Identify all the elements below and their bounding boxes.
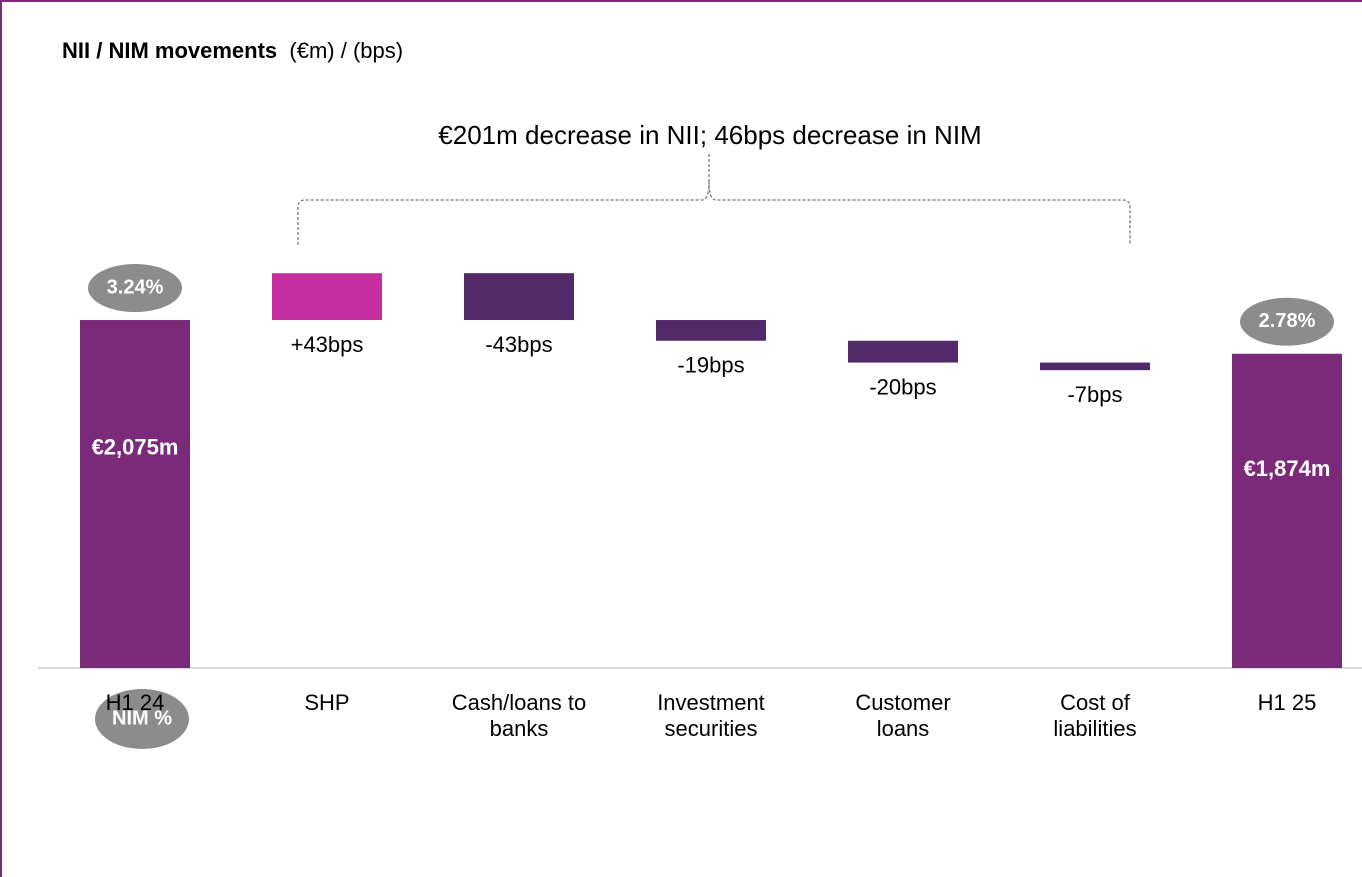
x-tick-label: H1 25 — [1257, 690, 1317, 715]
value-label: €2,075m — [92, 435, 179, 460]
nim-label: 2.78% — [1259, 310, 1316, 332]
value-label: -19bps — [677, 353, 744, 378]
movement-bar — [656, 320, 766, 341]
title-units: (€m) / (bps) — [289, 38, 404, 63]
nim-badge — [1240, 297, 1334, 346]
total-bar — [80, 320, 190, 668]
value-label: +43bps — [291, 332, 364, 357]
x-tick-label: SHP — [304, 690, 350, 715]
legend-label: NIM % — [112, 707, 172, 729]
value-label: -20bps — [869, 374, 936, 399]
movement-bar — [464, 273, 574, 321]
bracket — [297, 152, 1131, 245]
x-tick-label: Cash/loans to banks — [451, 690, 587, 741]
x-tick-label: H1 24 — [105, 690, 165, 715]
x-tick-label: Investment securities — [657, 690, 765, 741]
value-label: €1,874m — [1244, 456, 1331, 481]
movement-bar — [272, 273, 382, 321]
title-text: NII / NIM movements — [62, 38, 278, 63]
legend-badge — [95, 689, 189, 749]
chart-title: NII / NIM movements (€m) / (bps) — [62, 38, 403, 64]
movement-bar — [848, 340, 958, 363]
x-tick-label: Cost of liabilities — [1053, 690, 1137, 741]
movement-bar — [1040, 362, 1150, 371]
nim-badge — [88, 264, 182, 313]
annotation: €201m decrease in NII; 46bps decrease in… — [438, 120, 982, 150]
nim-label: 3.24% — [107, 276, 164, 298]
value-label: -7bps — [1067, 382, 1122, 407]
x-tick-label: Customer loans — [855, 690, 951, 741]
total-bar — [1232, 353, 1342, 668]
value-label: -43bps — [485, 332, 552, 357]
